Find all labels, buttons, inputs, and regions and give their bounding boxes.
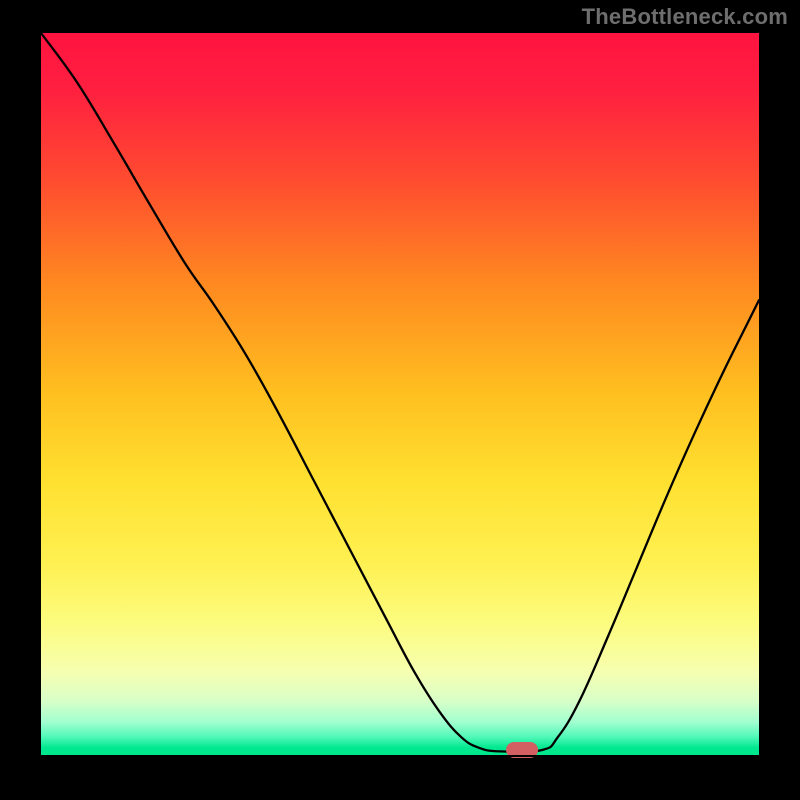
chart-stage: TheBottleneck.com (0, 0, 800, 800)
bottleneck-chart (0, 0, 800, 800)
